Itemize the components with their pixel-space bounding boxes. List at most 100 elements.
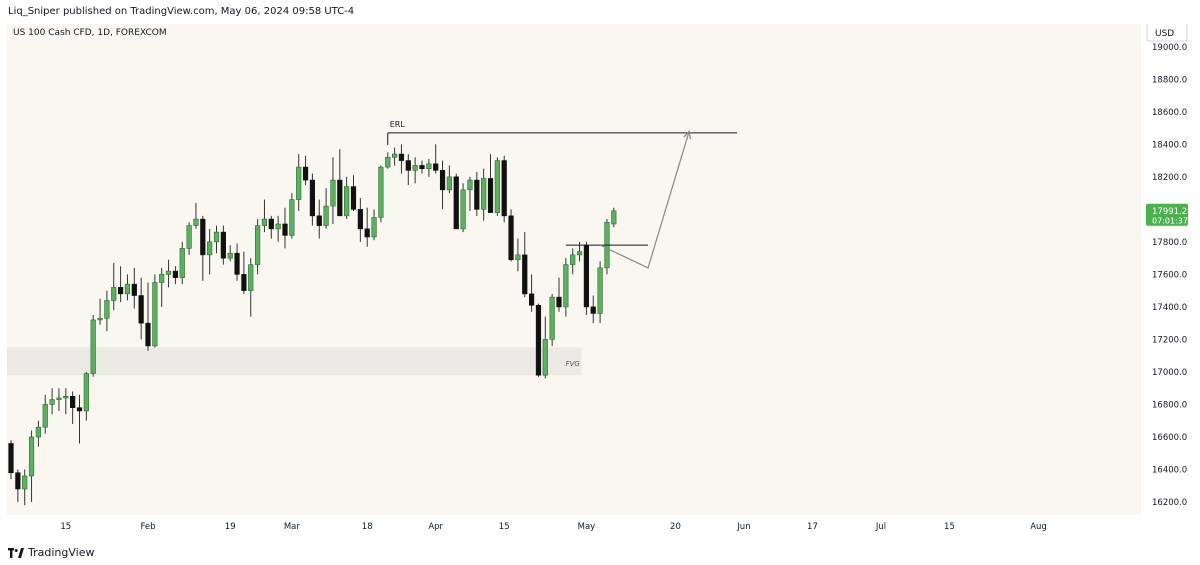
candle[interactable] <box>76 394 83 444</box>
candle[interactable] <box>42 394 48 434</box>
candle[interactable] <box>227 245 233 262</box>
candle[interactable] <box>152 274 158 348</box>
candle[interactable] <box>179 241 185 285</box>
projection-path[interactable] <box>599 131 690 269</box>
candle[interactable] <box>357 197 363 242</box>
candle[interactable] <box>590 295 596 324</box>
candle[interactable] <box>508 209 514 262</box>
candle[interactable] <box>433 144 439 174</box>
candle[interactable] <box>104 290 110 332</box>
candle[interactable] <box>426 158 432 177</box>
candle[interactable] <box>344 176 350 220</box>
candle[interactable] <box>350 175 357 211</box>
candle[interactable] <box>138 277 144 340</box>
candle[interactable] <box>570 248 576 275</box>
candle[interactable] <box>412 157 418 184</box>
y-tick-label: 18200.0 <box>1152 173 1187 183</box>
bar-countdown-label: 07:01:37 <box>1152 216 1188 225</box>
candle[interactable] <box>207 228 213 275</box>
candle[interactable] <box>213 225 220 254</box>
candle[interactable] <box>453 173 459 230</box>
candle[interactable] <box>28 430 35 502</box>
candle[interactable] <box>549 293 555 346</box>
candle[interactable] <box>261 199 268 233</box>
candle[interactable] <box>241 251 247 294</box>
candle[interactable] <box>22 469 28 506</box>
candle[interactable] <box>535 303 542 377</box>
candle[interactable] <box>364 207 370 247</box>
candle[interactable] <box>268 215 274 239</box>
candle[interactable] <box>145 282 151 351</box>
candle-body <box>542 339 548 376</box>
candle[interactable] <box>124 274 131 301</box>
candle-body <box>528 293 535 306</box>
candle[interactable] <box>330 157 336 224</box>
candle[interactable] <box>501 155 507 223</box>
candle[interactable] <box>83 371 89 421</box>
candle[interactable] <box>583 241 589 316</box>
candle[interactable] <box>405 154 411 185</box>
candle[interactable] <box>165 259 172 288</box>
candle-body <box>83 373 89 412</box>
candle[interactable] <box>398 144 405 174</box>
candle[interactable] <box>337 149 343 217</box>
candle[interactable] <box>385 152 391 169</box>
candle[interactable] <box>56 388 62 411</box>
candle[interactable] <box>309 173 316 226</box>
candlestick-chart[interactable]: US 100 Cash CFD, 1D, FOREXCOM USD FVG ER… <box>0 22 1200 540</box>
candle[interactable] <box>255 219 261 275</box>
candle[interactable] <box>234 243 240 281</box>
candle[interactable] <box>563 258 569 317</box>
candle[interactable] <box>289 193 295 239</box>
candle[interactable] <box>200 215 206 281</box>
candle[interactable] <box>474 171 480 216</box>
candle[interactable] <box>528 274 535 312</box>
candle[interactable] <box>282 207 288 249</box>
candle[interactable] <box>316 199 322 239</box>
candle[interactable] <box>172 266 179 285</box>
candle[interactable] <box>391 147 398 166</box>
candle[interactable] <box>8 440 14 480</box>
candle[interactable] <box>97 298 103 325</box>
candle[interactable] <box>371 209 377 241</box>
candle[interactable] <box>90 315 96 377</box>
tradingview-logo[interactable]: TradingView <box>8 546 94 559</box>
candle[interactable] <box>275 215 281 242</box>
candle[interactable] <box>159 267 165 307</box>
candle[interactable] <box>419 160 425 174</box>
candle[interactable] <box>111 262 117 311</box>
candle[interactable] <box>220 225 226 265</box>
candle[interactable] <box>323 188 329 229</box>
candle[interactable] <box>556 277 562 312</box>
candle[interactable] <box>439 160 446 210</box>
candle[interactable] <box>604 219 610 275</box>
candle[interactable] <box>131 267 137 309</box>
candle[interactable] <box>70 391 76 424</box>
candle[interactable] <box>515 238 521 272</box>
candle[interactable] <box>248 258 254 317</box>
chart-container[interactable]: US 100 Cash CFD, 1D, FOREXCOM USD FVG ER… <box>0 22 1200 540</box>
footer-bar: TradingView <box>0 540 1200 565</box>
candle[interactable] <box>487 154 494 213</box>
candle[interactable] <box>460 183 466 233</box>
last-price-badge[interactable]: 17991.207:01:37 <box>1146 203 1188 226</box>
candle[interactable] <box>597 261 603 324</box>
candle[interactable] <box>302 155 309 185</box>
candle[interactable] <box>494 157 500 216</box>
y-tick-label: 17200.0 <box>1152 335 1187 345</box>
candle[interactable] <box>49 388 55 415</box>
candle[interactable] <box>522 232 528 298</box>
candle[interactable] <box>481 168 487 221</box>
candle[interactable] <box>35 420 41 447</box>
candle[interactable] <box>296 154 302 211</box>
candle[interactable] <box>186 222 192 255</box>
candle[interactable] <box>611 207 617 228</box>
candle[interactable] <box>542 316 548 379</box>
candle[interactable] <box>446 165 453 194</box>
candle[interactable] <box>193 202 199 229</box>
candle[interactable] <box>63 388 69 415</box>
candle[interactable] <box>118 266 124 303</box>
candle[interactable] <box>467 176 473 211</box>
candle[interactable] <box>378 165 384 223</box>
candle[interactable] <box>15 469 21 502</box>
